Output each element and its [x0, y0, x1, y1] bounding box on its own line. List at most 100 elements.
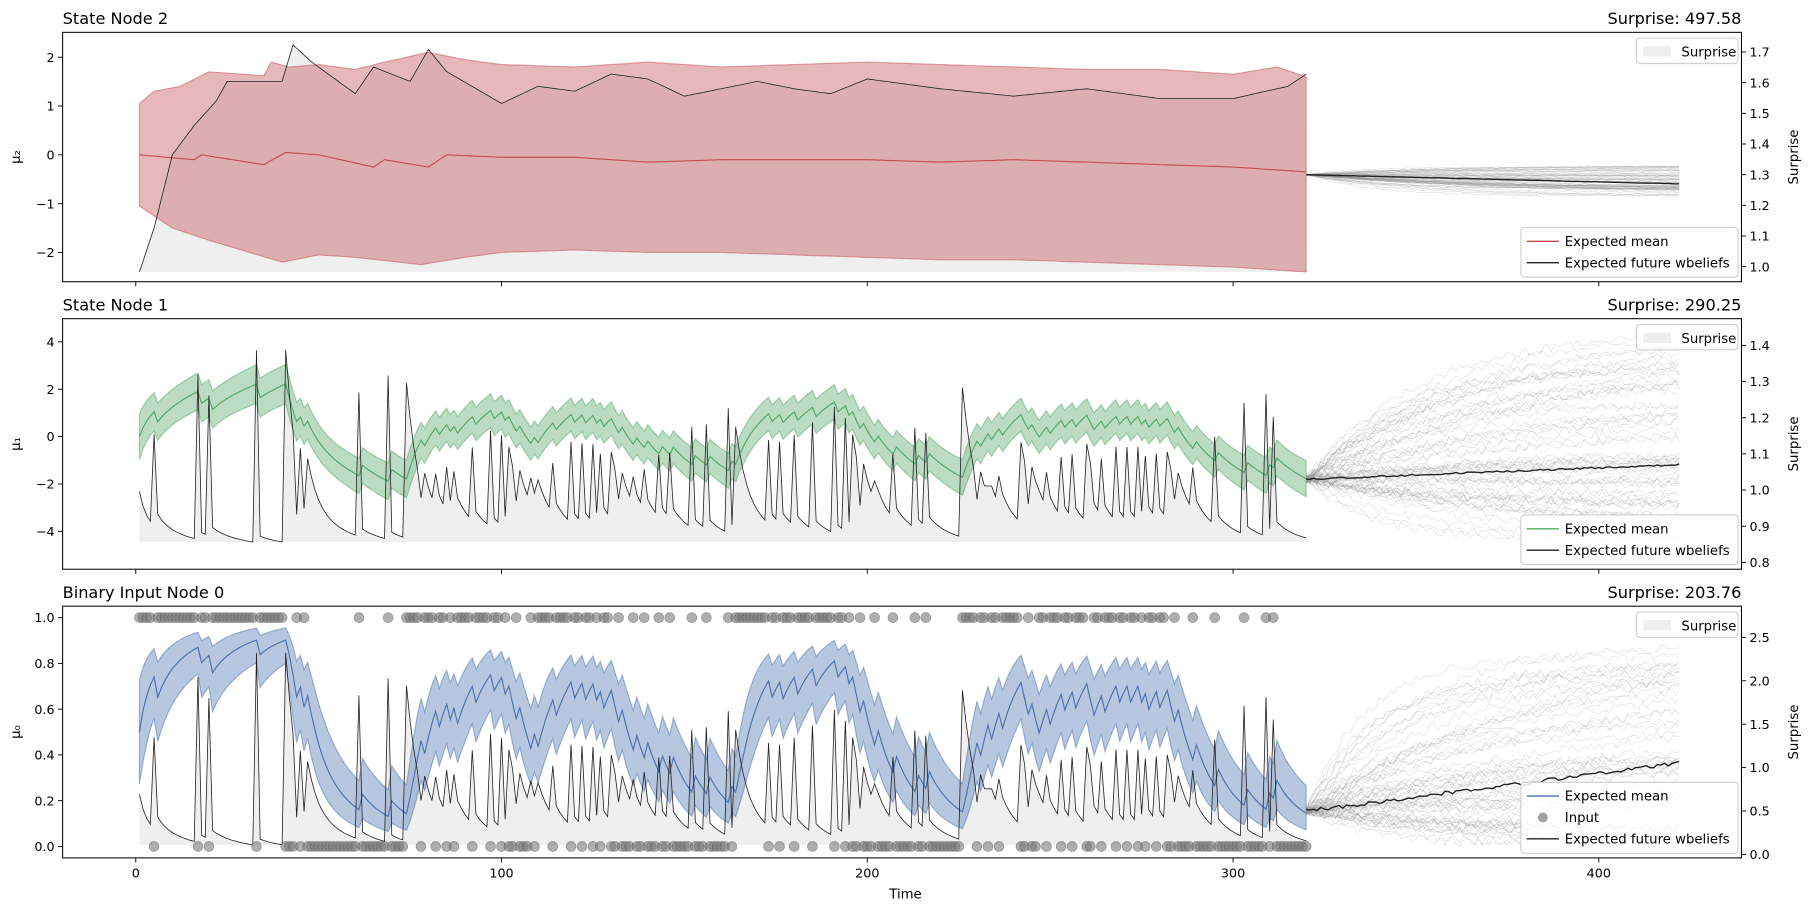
legend-label-surprise: Surprise	[1681, 46, 1736, 61]
legend-label-future: Expected future wbeliefs	[1565, 544, 1730, 559]
right-y-tick-label: 1.1	[1750, 447, 1770, 462]
surprise-area	[139, 350, 1307, 542]
future-belief-line	[1306, 174, 1680, 196]
future-belief-line	[1305, 364, 1680, 479]
future-belief-line	[1306, 683, 1680, 812]
future-belief-line	[1305, 355, 1680, 484]
input-point	[664, 612, 676, 623]
future-belief-line	[1306, 172, 1680, 176]
input-point	[807, 841, 818, 852]
x-tick-label: 100	[489, 866, 513, 881]
panel-surprise-total: Surprise: 203.76	[1607, 583, 1741, 602]
input-point	[1300, 841, 1312, 852]
future-belief-line	[1305, 477, 1680, 507]
panel-2: 0 100 200 300 400 0.0 0.2 0.4 0.6 0.8 1.0 0.0 0.5 1.0…	[9, 583, 1802, 880]
legend-box	[1520, 514, 1739, 566]
input-point	[854, 612, 866, 623]
right-y-tick-label: 1.5	[1750, 106, 1770, 121]
future-belief-line	[1305, 474, 1680, 486]
future-belief-line	[1305, 763, 1680, 814]
future-belief-line	[1306, 708, 1680, 812]
legend-input-swatch	[1537, 812, 1548, 823]
future-belief-line	[1306, 174, 1680, 187]
legend-label-future: Expected future wbeliefs	[1565, 832, 1730, 847]
input-point	[1077, 612, 1089, 623]
y-tick-label: 0	[46, 147, 54, 162]
input-point	[701, 612, 712, 623]
future-belief-line	[1305, 756, 1680, 814]
future-belief-line	[1306, 755, 1680, 815]
input-point	[466, 841, 478, 852]
future-belief-line	[1306, 169, 1680, 176]
input-point	[993, 841, 1005, 852]
input-point	[653, 612, 665, 623]
future-belief-line	[1306, 379, 1680, 481]
future-belief-line	[1306, 174, 1680, 191]
surprise-area	[139, 652, 1307, 845]
future-belief-line	[1306, 417, 1680, 478]
future-belief-line	[1306, 412, 1680, 480]
input-point	[1022, 612, 1034, 623]
input-point	[353, 612, 365, 623]
expected-future-beliefs-line	[1306, 463, 1680, 481]
uncertainty-band	[138, 51, 1307, 273]
future-belief-line	[1306, 335, 1680, 479]
future-belief-line	[1305, 345, 1680, 480]
right-y-axis-label: Surprise	[1787, 130, 1802, 185]
future-belief-line	[1306, 166, 1680, 176]
panel-surprise-total: Surprise: 290.25	[1607, 296, 1741, 315]
input-point	[1150, 841, 1162, 852]
plot-area	[138, 332, 1680, 543]
input-point	[953, 841, 965, 852]
future-belief-line	[1305, 332, 1680, 482]
surprise-line	[139, 652, 1307, 846]
future-belief-line	[1305, 455, 1680, 483]
future-belief-line	[1305, 174, 1680, 197]
legend-label-mean: Expected mean	[1565, 235, 1669, 250]
y-tick-label: 4	[46, 335, 54, 350]
input-point	[1158, 612, 1169, 623]
future-belief-line	[1306, 173, 1680, 177]
future-belief-line	[1305, 417, 1680, 483]
y-tick-label: −4	[36, 524, 55, 539]
future-belief-line	[1305, 434, 1680, 484]
y-tick-label: 0.2	[34, 793, 54, 808]
series-legend: Expected mean Expected future wbeliefs	[1520, 226, 1739, 278]
future-belief-line	[1306, 169, 1680, 176]
input-point	[510, 612, 522, 623]
future-belief-line	[1305, 679, 1680, 814]
input-point	[686, 612, 698, 623]
input-point	[576, 841, 588, 852]
future-belief-line	[1305, 662, 1680, 816]
future-belief-line	[1305, 670, 1680, 808]
future-belief-line	[1306, 362, 1680, 479]
right-y-tick-label: 0.8	[1750, 555, 1770, 570]
future-belief-line	[1306, 173, 1680, 188]
legend-label-mean: Expected mean	[1565, 522, 1669, 537]
future-belief-line	[1306, 174, 1680, 187]
future-belief-line	[1305, 697, 1680, 812]
right-y-tick-label: 1.4	[1750, 137, 1770, 152]
expected-future-beliefs-line	[1306, 174, 1680, 185]
right-y-tick-label: 0.5	[1750, 804, 1770, 819]
future-belief-line	[1306, 173, 1680, 190]
future-belief-line	[1306, 174, 1680, 188]
future-belief-line	[1306, 165, 1680, 176]
x-tick-label: 300	[1221, 866, 1245, 881]
x-axis-label: Time	[888, 887, 921, 902]
future-belief-line	[1306, 755, 1680, 812]
input-point	[627, 612, 639, 623]
future-belief-line	[1306, 401, 1680, 481]
input-point	[843, 612, 855, 623]
future-belief-line	[1305, 433, 1680, 483]
future-belief-line	[1306, 174, 1680, 190]
legend-label-surprise: Surprise	[1681, 619, 1736, 634]
input-point	[529, 841, 540, 852]
legend-box	[1635, 323, 1739, 351]
input-point	[1066, 841, 1078, 852]
input-point	[382, 612, 394, 623]
future-belief-line	[1306, 169, 1680, 176]
right-y-tick-label: 1.1	[1750, 229, 1770, 244]
y-tick-label: 0.8	[34, 656, 54, 671]
future-belief-line	[1305, 730, 1680, 811]
